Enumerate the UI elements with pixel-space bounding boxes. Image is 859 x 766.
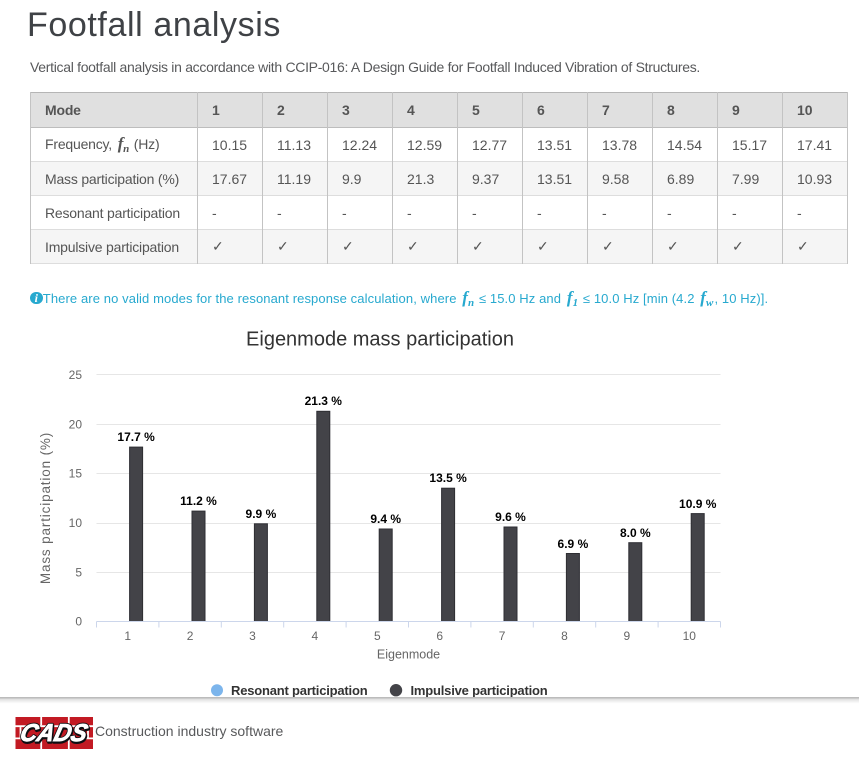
svg-text:3: 3: [249, 629, 256, 643]
svg-text:21.3 %: 21.3 %: [305, 394, 343, 408]
svg-text:9.4 %: 9.4 %: [370, 512, 401, 526]
svg-text:8.0 %: 8.0 %: [620, 526, 651, 540]
svg-text:Mass participation (%): Mass participation (%): [38, 432, 53, 584]
svg-text:9: 9: [624, 629, 631, 643]
svg-text:CADS: CADS: [17, 720, 90, 747]
svg-text:Eigenmode mass participation: Eigenmode mass participation: [246, 329, 514, 351]
svg-text:8: 8: [561, 629, 568, 643]
svg-text:4: 4: [312, 629, 319, 643]
svg-text:0: 0: [75, 615, 82, 629]
svg-text:6: 6: [436, 629, 443, 643]
svg-text:13.5 %: 13.5 %: [429, 471, 467, 485]
svg-text:11.2 %: 11.2 %: [180, 494, 217, 508]
svg-text:6.9 %: 6.9 %: [558, 537, 589, 551]
svg-text:17.7 %: 17.7 %: [117, 430, 155, 444]
svg-text:25: 25: [69, 368, 83, 382]
svg-text:Resonant participation: Resonant participation: [231, 683, 368, 698]
svg-text:CADS: CADS: [18, 721, 91, 748]
svg-text:Impulsive participation: Impulsive participation: [411, 683, 548, 698]
svg-text:CADS: CADS: [17, 720, 90, 747]
svg-text:10.9 %: 10.9 %: [679, 497, 717, 511]
svg-text:10: 10: [683, 629, 697, 643]
svg-text:1: 1: [124, 629, 131, 643]
svg-text:15: 15: [69, 467, 83, 481]
svg-text:Eigenmode: Eigenmode: [377, 648, 440, 662]
svg-text:20: 20: [69, 417, 83, 431]
svg-text:9.9 %: 9.9 %: [246, 507, 277, 521]
svg-text:5: 5: [75, 565, 82, 579]
svg-text:5: 5: [374, 629, 381, 643]
svg-text:9.6 %: 9.6 %: [495, 510, 526, 524]
svg-text:10: 10: [69, 516, 83, 530]
svg-text:2: 2: [187, 629, 194, 643]
svg-text:7: 7: [499, 629, 506, 643]
